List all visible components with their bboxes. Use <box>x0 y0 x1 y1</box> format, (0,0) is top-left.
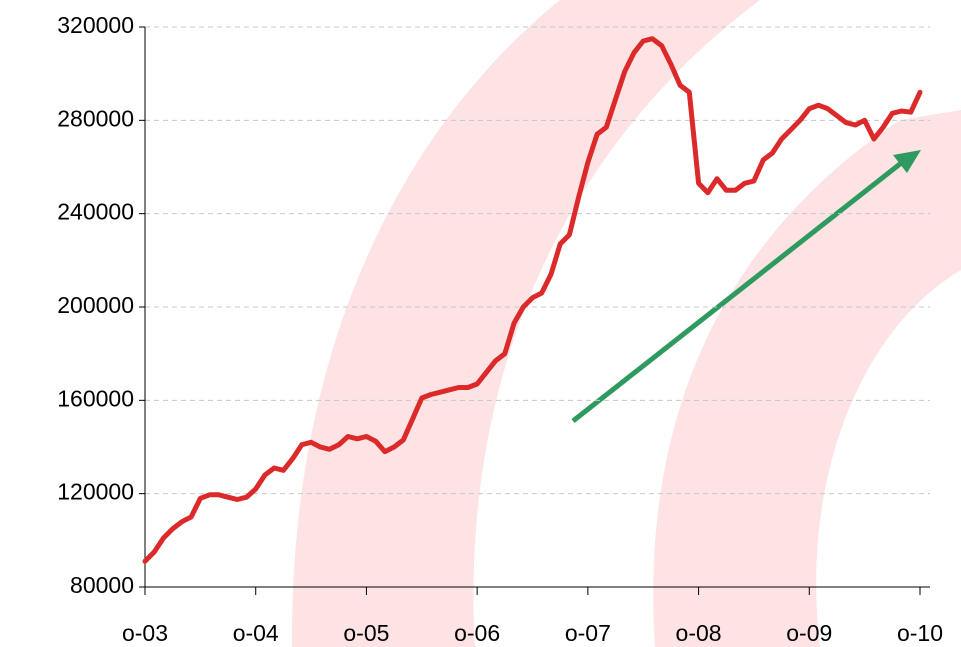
x-tick-label: o-07 <box>565 620 611 646</box>
y-tick-label: 80000 <box>70 572 134 598</box>
watermark <box>292 0 961 647</box>
x-tick-label: o-06 <box>454 620 500 646</box>
x-tick-label: o-08 <box>676 620 722 646</box>
x-tick-label: o-09 <box>786 620 832 646</box>
x-tick-label: o-05 <box>343 620 389 646</box>
y-tick-label: 280000 <box>57 105 134 131</box>
y-tick-label: 320000 <box>57 12 134 38</box>
y-tick-label: 120000 <box>57 479 134 505</box>
x-tick-label: o-03 <box>122 620 168 646</box>
chart: 80000 120000 160000 200000 240000 280000 32000… <box>0 0 961 647</box>
x-tick-label: o-10 <box>897 620 943 646</box>
y-tick-label: 160000 <box>57 385 134 411</box>
y-tick-label: 240000 <box>57 199 134 225</box>
x-tick-label: o-04 <box>233 620 279 646</box>
y-tick-label: 200000 <box>57 292 134 318</box>
